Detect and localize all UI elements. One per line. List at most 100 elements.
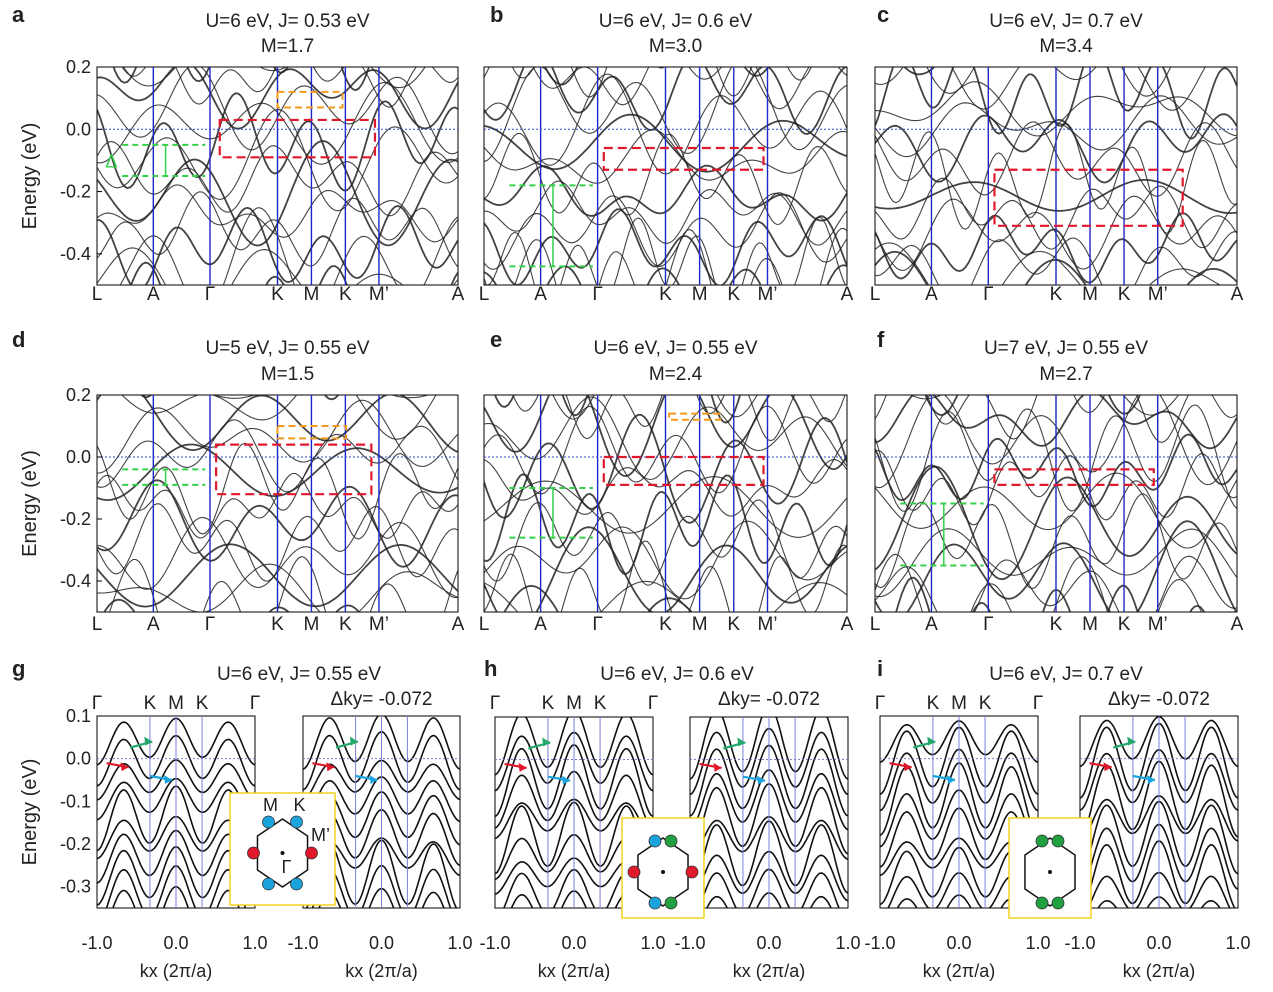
ytick-label: -0.3 [60,877,91,897]
kpoint-label: K [144,693,157,714]
ytick-label: 0.0 [66,119,91,139]
ytick-label: 0.0 [66,749,91,769]
kpoint-label: L [92,284,103,305]
kpoint-label: Γ [648,693,658,714]
xtick-label: 0.0 [946,933,971,953]
highlight-box-red [218,118,377,159]
ytick-label: -0.2 [60,509,91,529]
kpoint-label: A [147,284,160,305]
panel-subtitle-a: M=1.7 [261,36,314,57]
kpoint-label: Γ [1033,693,1043,714]
kpoint-label: M [1082,284,1098,305]
bz-hexagon [637,837,689,907]
kpoint-label: M [951,693,967,714]
bz-center [280,851,285,855]
arrow-head [542,737,551,747]
panel-letter-b: b [490,2,503,27]
bz-point [262,815,275,829]
arrow-head [1127,736,1136,746]
dky-label: Δky= -0.072 [718,689,820,710]
xtick-label: 1.0 [242,933,267,953]
kpoint-label: Γ [205,614,215,635]
panel-b: b U=6 eV, J= 0.6 eV M=3.0 L A Γ K M K M’ A [479,2,854,305]
kpoint-label: L [479,614,490,635]
kpoint-label: Γ [250,693,260,714]
panel-c: c U=6 eV, J= 0.7 eV M=3.4 L A Γ K M K M’ A [870,2,1244,305]
kpoint-label: Γ [592,614,602,635]
panel-a: a U=6 eV, J= 0.53 eV M=1.7 0.2 0.0 -0.2 -0.4 En… [12,2,465,305]
arrow-head [713,762,722,772]
xtick-label: -1.0 [287,933,318,953]
xtick-label: 0.0 [369,933,394,953]
panel-title-c: U=6 eV, J= 0.7 eV [989,11,1143,32]
arrow-head [120,762,129,772]
kpoint-label: A [841,284,854,305]
arrow-head [927,736,936,746]
bz-point [1051,896,1065,910]
bz-point [290,877,303,891]
bz-inset [1008,817,1092,919]
ytick-label: -0.2 [60,834,91,854]
gap-delta-label: Δ [105,151,117,171]
kpoint-label: M [304,614,320,635]
panel-subtitle-b: M=3.0 [649,36,702,57]
bz-point [627,865,641,879]
highlight-box-orange [276,425,348,440]
panel-letter-f: f [877,327,885,352]
panel-title-d: U=5 eV, J= 0.55 eV [205,338,369,359]
arrow-head [947,775,956,784]
xtick-label: 0.0 [561,933,586,953]
kpoint-label: M [304,284,320,305]
kpoint-label: M [692,614,708,635]
kpoint-label: A [452,614,465,635]
kpoint-label: M’ [1148,284,1168,305]
bz-center [1048,870,1052,874]
panel-h: h U=6 eV, J= 0.6 eV -1.0 0.0 1.0 kx (2π/a) Γ K M… [479,656,860,981]
kpoint-label: Γ [490,693,500,714]
kpoint-label: M’ [1148,614,1168,635]
panel-i: i U=6 eV, J= 0.7 eV -1.0 0.0 1.0 kx (2π/a) Γ K M… [864,656,1250,981]
x-axis-label: kx (2π/a) [140,961,212,981]
arrow-head [737,737,746,747]
kpoint-label: Γ [983,614,993,635]
highlight-box-red [993,168,1184,227]
y-axis-label: Energy (eV) [19,123,41,230]
panel-letter-g: g [12,656,25,681]
x-axis-label: kx (2π/a) [345,961,417,981]
kpoint-label: K [271,284,284,305]
arrow-head [518,762,527,772]
xtick-label: 1.0 [640,933,665,953]
panel-title-h: U=6 eV, J= 0.6 eV [600,664,754,685]
y-axis-label: Energy (eV) [19,450,41,557]
panel-letter-e: e [490,327,502,352]
kpoint-label: A [147,614,160,635]
kpoint-label: L [479,284,490,305]
highlight-box-red [602,455,765,486]
kpoint-label: M’ [369,284,389,305]
bz-point [1051,834,1065,848]
kpoint-label: M [566,693,582,714]
panel-title-b: U=6 eV, J= 0.6 eV [599,11,753,32]
kpoint-label: K [339,284,352,305]
kpoint-label: A [1231,284,1244,305]
xtick-label: 1.0 [1025,933,1050,953]
panel-title-e: U=6 eV, J= 0.55 eV [593,338,757,359]
panel-subtitle-f: M=2.7 [1039,364,1092,385]
arrow-head [1103,762,1112,772]
ytick-label: -0.1 [60,791,91,811]
xtick-label: 0.0 [1146,933,1171,953]
kpoint-label: A [841,614,854,635]
bz-point [290,815,303,829]
kpoint-label: L [870,284,881,305]
kpoint-label: M’ [369,614,389,635]
bz-point [247,846,260,860]
panel-subtitle-d: M=1.5 [261,364,314,385]
bz-point [664,834,678,848]
arrow-head [326,762,335,772]
bz-point [262,877,275,891]
kpoint-label: K [542,693,555,714]
arrow-head [1147,775,1156,784]
y-axis-label: Energy (eV) [19,759,41,866]
arrow-head [144,736,153,746]
